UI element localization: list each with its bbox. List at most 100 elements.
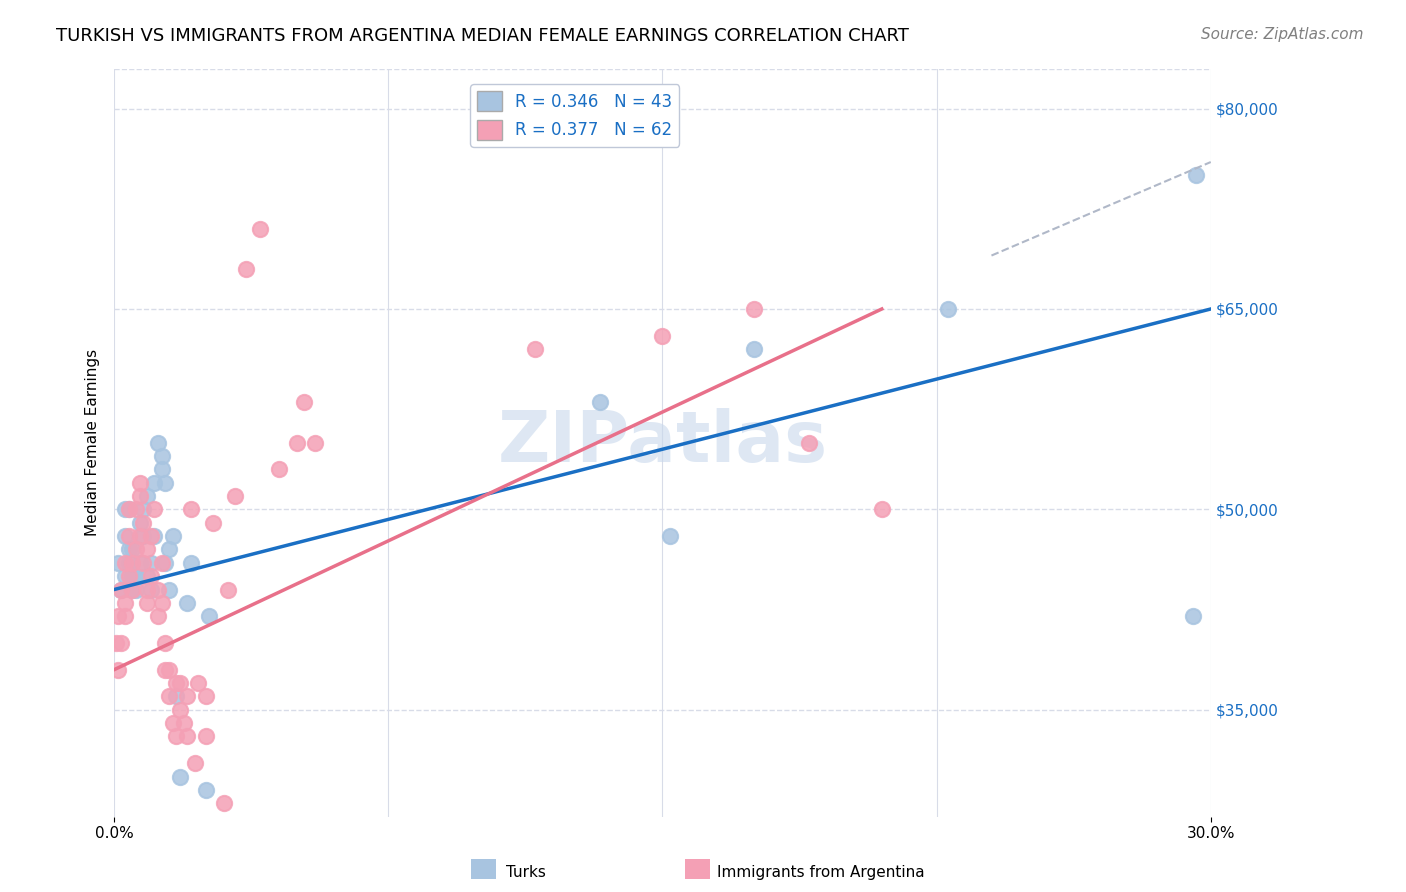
Point: [121, 569, 143, 583]
Point: [194, 783, 217, 797]
Point: [128, 516, 150, 530]
Point: [150, 462, 173, 476]
Point: [157, 663, 180, 677]
Legend: R = 0.346   N = 43, R = 0.377   N = 62: R = 0.346 N = 43, R = 0.377 N = 62: [471, 85, 679, 146]
Point: [176, 690, 198, 704]
Point: [155, 475, 177, 490]
Point: [136, 582, 159, 597]
Point: [121, 542, 143, 557]
Point: [157, 582, 180, 597]
Point: [139, 569, 162, 583]
Point: [121, 556, 143, 570]
Point: [224, 489, 246, 503]
Point: [155, 636, 177, 650]
Point: [292, 395, 315, 409]
Point: [651, 328, 673, 343]
Point: [118, 542, 141, 557]
Point: [125, 502, 148, 516]
Point: [118, 502, 141, 516]
Point: [114, 596, 136, 610]
Text: TURKISH VS IMMIGRANTS FROM ARGENTINA MEDIAN FEMALE EARNINGS CORRELATION CHART: TURKISH VS IMMIGRANTS FROM ARGENTINA MED…: [56, 27, 910, 45]
Point: [114, 556, 136, 570]
Point: [139, 556, 162, 570]
Point: [523, 342, 546, 356]
Text: ZIPatlas: ZIPatlas: [498, 408, 828, 477]
Point: [165, 690, 187, 704]
Point: [304, 435, 326, 450]
Point: [176, 730, 198, 744]
Point: [201, 516, 224, 530]
Point: [136, 489, 159, 503]
Point: [1185, 169, 1208, 183]
Point: [870, 502, 893, 516]
Point: [132, 529, 155, 543]
Point: [146, 435, 169, 450]
Point: [176, 596, 198, 610]
Point: [110, 636, 132, 650]
Point: [139, 529, 162, 543]
Point: [110, 582, 132, 597]
Point: [143, 475, 166, 490]
Point: [267, 462, 290, 476]
Point: [132, 516, 155, 530]
Point: [194, 730, 217, 744]
Point: [121, 582, 143, 597]
Point: [107, 609, 129, 624]
Point: [212, 796, 235, 810]
Y-axis label: Median Female Earnings: Median Female Earnings: [86, 349, 100, 536]
Point: [169, 703, 191, 717]
Point: [105, 636, 128, 650]
Point: [128, 529, 150, 543]
Point: [165, 676, 187, 690]
Point: [155, 556, 177, 570]
Point: [114, 609, 136, 624]
Point: [118, 569, 141, 583]
Point: [146, 582, 169, 597]
Point: [180, 502, 202, 516]
Point: [143, 529, 166, 543]
Point: [162, 529, 184, 543]
Point: [114, 502, 136, 516]
Point: [107, 663, 129, 677]
Point: [173, 716, 195, 731]
Point: [121, 582, 143, 597]
Point: [194, 690, 217, 704]
Point: [198, 609, 221, 624]
Point: [162, 716, 184, 731]
Point: [139, 582, 162, 597]
Point: [107, 556, 129, 570]
Point: [114, 569, 136, 583]
Point: [742, 342, 765, 356]
Point: [235, 261, 257, 276]
Point: [128, 556, 150, 570]
Point: [132, 556, 155, 570]
Point: [155, 663, 177, 677]
Point: [157, 690, 180, 704]
Point: [285, 435, 308, 450]
Point: [150, 449, 173, 463]
Point: [180, 556, 202, 570]
Point: [150, 596, 173, 610]
Point: [187, 676, 209, 690]
Point: [742, 301, 765, 316]
Point: [110, 582, 132, 597]
Point: [143, 502, 166, 516]
Point: [1181, 609, 1204, 624]
Point: [132, 502, 155, 516]
Point: [165, 730, 187, 744]
Point: [118, 556, 141, 570]
Text: Source: ZipAtlas.com: Source: ZipAtlas.com: [1201, 27, 1364, 42]
Point: [136, 569, 159, 583]
Text: Immigrants from Argentina: Immigrants from Argentina: [717, 865, 925, 880]
Point: [125, 569, 148, 583]
Text: Turks: Turks: [506, 865, 546, 880]
Point: [797, 435, 820, 450]
Point: [169, 770, 191, 784]
Point: [136, 542, 159, 557]
Point: [118, 502, 141, 516]
Point: [150, 556, 173, 570]
Point: [128, 475, 150, 490]
Point: [136, 596, 159, 610]
Point: [146, 609, 169, 624]
Point: [125, 582, 148, 597]
